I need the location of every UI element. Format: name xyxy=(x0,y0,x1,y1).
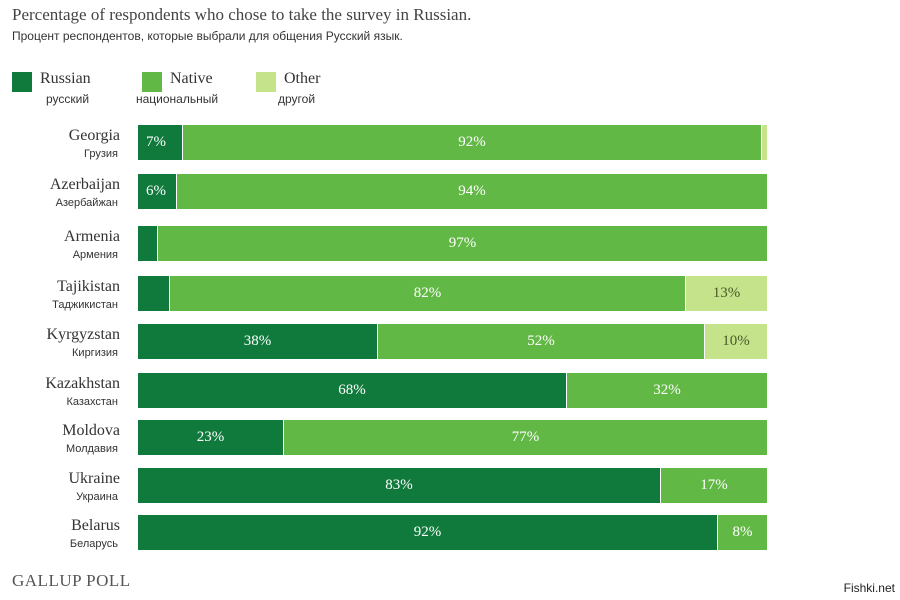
bar-segment-native: 97% xyxy=(157,226,767,261)
country-label-ru: Казахстан xyxy=(66,396,118,408)
bar-segment-russian xyxy=(138,276,169,311)
country-label-ru: Азербайжан xyxy=(55,197,118,209)
country-label-ru: Киргизия xyxy=(72,347,118,359)
data-label: 23% xyxy=(196,429,225,445)
bar-row: Moldova Молдавия 23% 77% xyxy=(0,420,900,468)
bar-segment-native: 92% xyxy=(182,125,761,160)
stacked-bar: 92% 8% xyxy=(138,515,767,550)
data-label: 52% xyxy=(527,333,555,349)
data-label: 32% xyxy=(653,382,681,398)
bar-segment-native: 32% xyxy=(566,373,767,408)
bar-segment-russian: 68% xyxy=(138,373,566,408)
bar-segment-other: 10% xyxy=(704,324,767,359)
country-label: Kazakhstan xyxy=(45,375,120,392)
legend-label-russian-ru: русский xyxy=(46,92,90,106)
data-label: 92% xyxy=(458,134,486,150)
legend-swatch-russian xyxy=(12,72,32,92)
bar-row: Kazakhstan Казахстан 68% 32% xyxy=(0,373,900,421)
legend-swatch-native xyxy=(142,72,162,92)
stacked-bar: 6% 94% xyxy=(138,174,767,209)
bar-segment-other xyxy=(761,125,767,160)
bar-segment-russian: 83% xyxy=(138,468,660,503)
country-label: Moldova xyxy=(62,422,120,439)
data-label: 17% xyxy=(700,477,728,493)
stacked-bar: 68% 32% xyxy=(138,373,767,408)
bar-segment-native: 8% xyxy=(717,515,767,550)
country-label-ru: Армения xyxy=(72,249,118,261)
country-label-ru: Грузия xyxy=(84,148,118,160)
data-label: 68% xyxy=(338,382,366,398)
bar-row: Tajikistan Таджикистан 82% 13% xyxy=(0,276,900,324)
stacked-bar: 7% 92% xyxy=(138,125,767,160)
chart-subtitle: Процент респондентов, которые выбрали дл… xyxy=(12,29,403,43)
country-label: Ukraine xyxy=(68,470,120,487)
bar-segment-other: 13% xyxy=(685,276,767,311)
bar-segment-native: 82% xyxy=(169,276,685,311)
country-label-ru: Молдавия xyxy=(65,443,118,455)
bar-row: Georgia Грузия 7% 92% xyxy=(0,125,900,173)
stacked-bar: 83% 17% xyxy=(138,468,767,503)
legend-label-native: Native xyxy=(170,70,213,87)
stacked-bar: 97% xyxy=(138,226,767,261)
data-label: 38% xyxy=(243,333,272,349)
legend-label-other: Other xyxy=(284,70,321,87)
bar-segment-native: 52% xyxy=(377,324,704,359)
data-label: 92% xyxy=(413,524,442,540)
bar-segment-russian: 92% xyxy=(138,515,717,550)
legend-label-native-ru: национальный xyxy=(136,92,219,106)
watermark: Fishki.net xyxy=(843,581,895,595)
bar-row: Belarus Беларусь 92% 8% xyxy=(0,515,900,563)
data-label: 6% xyxy=(146,183,166,199)
bar-segment-russian: 7% xyxy=(138,125,182,160)
data-label: 94% xyxy=(458,183,486,199)
country-label-ru: Украина xyxy=(76,491,118,503)
legend-swatch-other xyxy=(256,72,276,92)
country-label: Armenia xyxy=(64,228,120,245)
bar-segment-native: 17% xyxy=(660,468,767,503)
data-label: 13% xyxy=(712,285,741,301)
gallup-logo: GALLUP POLL xyxy=(12,571,131,590)
data-label: 10% xyxy=(722,333,750,349)
data-label: 83% xyxy=(385,477,413,493)
legend-label-other-ru: другой xyxy=(278,92,316,106)
chart-title: Percentage of respondents who chose to t… xyxy=(12,5,472,24)
legend-label-russian: Russian xyxy=(40,70,91,87)
stacked-bar: 38% 52% 10% xyxy=(138,324,767,359)
bar-segment-russian: 23% xyxy=(138,420,283,455)
country-label: Kyrgyzstan xyxy=(46,326,120,343)
country-label-ru: Беларусь xyxy=(69,538,118,550)
bar-row: Armenia Армения 97% xyxy=(0,226,900,274)
bar-row: Ukraine Украина 83% 17% xyxy=(0,468,900,516)
stacked-bar: 23% 77% xyxy=(138,420,767,455)
country-label: Tajikistan xyxy=(57,278,120,295)
data-label: 8% xyxy=(732,524,753,540)
bar-segment-russian: 6% xyxy=(138,174,176,209)
bar-row: Kyrgyzstan Киргизия 38% 52% 10% xyxy=(0,324,900,372)
country-label: Azerbaijan xyxy=(49,176,120,193)
data-label: 7% xyxy=(146,134,166,150)
bar-segment-russian xyxy=(138,226,157,261)
country-label: Belarus xyxy=(71,517,120,534)
data-label: 97% xyxy=(448,235,477,251)
stacked-bar: 82% 13% xyxy=(138,276,767,311)
data-label: 82% xyxy=(413,285,442,301)
bar-segment-native: 94% xyxy=(176,174,767,209)
data-label: 77% xyxy=(511,429,540,445)
bar-segment-native: 77% xyxy=(283,420,767,455)
bar-row: Azerbaijan Азербайжан 6% 94% xyxy=(0,174,900,222)
country-label: Georgia xyxy=(68,127,120,144)
bar-segment-russian: 38% xyxy=(138,324,377,359)
country-label-ru: Таджикистан xyxy=(52,299,118,311)
